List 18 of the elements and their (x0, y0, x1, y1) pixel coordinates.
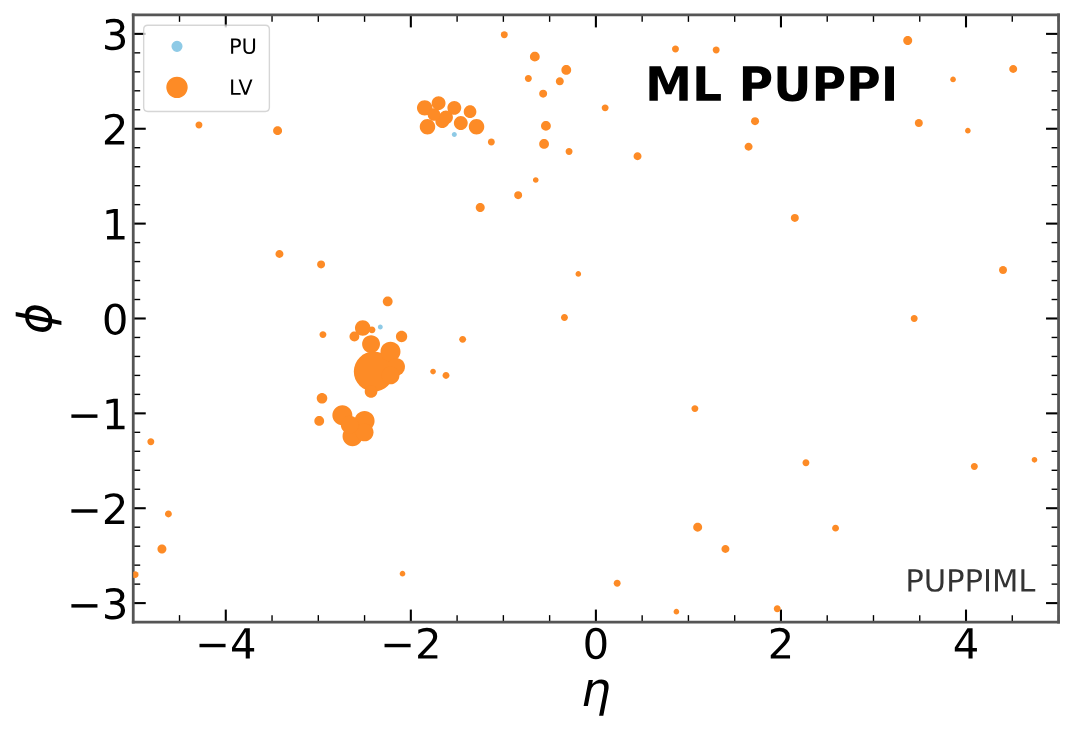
y-axis-title: ϕ (15, 305, 62, 332)
x-tick-label: 4 (954, 628, 977, 659)
y-tick-label: −2 (71, 493, 125, 525)
annotation: ML PUPPI (649, 66, 894, 102)
x-tick-label: −2 (384, 627, 438, 659)
y-tick-label: −3 (71, 588, 126, 620)
legend-label: LV (231, 79, 253, 95)
y-tick-label: 3 (105, 18, 126, 51)
annotation: PUPPIML (908, 569, 1036, 592)
x-tick-label: 0 (585, 627, 607, 660)
y-tick-label: 2 (104, 113, 125, 145)
x-tick-label: −4 (199, 628, 255, 659)
y-tick-label: 0 (104, 303, 126, 335)
y-tick-label: −1 (71, 398, 125, 430)
x-axis-title: η (583, 679, 609, 716)
legend-label: PU (231, 38, 256, 54)
y-tick-label: 1 (106, 209, 125, 240)
x-tick-label: 2 (770, 627, 791, 659)
